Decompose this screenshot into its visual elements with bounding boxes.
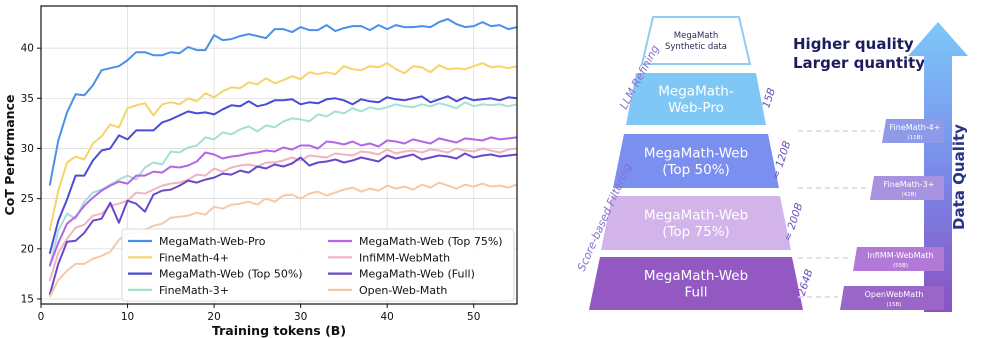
reference-dataset-name: InfiMM-WebMath: [867, 251, 933, 260]
reference-dataset-name: OpenWebMath: [865, 290, 924, 299]
legend-entry: FineMath-3+: [159, 284, 229, 297]
reference-dataset-box: [840, 286, 944, 310]
reference-datasets: FineMath-4+ (11B) FineMath-3+ (42B) InfiMM-W…: [798, 119, 944, 310]
headline-quantity: Larger quantity: [793, 54, 925, 72]
pyramid-level-4: [589, 257, 803, 310]
reference-dataset-size: (42B): [901, 192, 916, 198]
pyramid-level-label: MegaMath-Web: [644, 207, 748, 223]
reference-dataset-box: [870, 176, 944, 200]
x-tick-label: 50: [467, 311, 480, 323]
reference-dataset-size: (11B): [907, 135, 922, 141]
plot-frame: [40, 5, 518, 305]
data-quality-arrow: Data Quality: [908, 22, 968, 312]
x-tick-label: 30: [294, 311, 307, 323]
series-line-1: [48, 62, 518, 232]
pyramid-size-label: ≈ 120B: [770, 139, 794, 180]
pyramid-level-label: Synthetic data: [665, 42, 727, 52]
y-tick-label: 40: [21, 43, 34, 55]
reference-dataset-name: FineMath-3+: [884, 180, 935, 189]
pyramid-level-label: Full: [684, 285, 707, 301]
series-line-2: [48, 95, 518, 255]
pyramid-level-2: [613, 134, 779, 188]
pyramid-level-label: (Top 50%): [662, 162, 730, 178]
legend-box: [121, 228, 515, 302]
pyramid-level-0: [640, 16, 752, 65]
y-tick-label: 15: [21, 293, 34, 305]
pyramid-size-label: 15B: [760, 86, 778, 109]
x-axis-label: Training tokens (B): [212, 323, 346, 338]
series-line-6: [48, 152, 518, 296]
chart-series: [48, 18, 518, 298]
legend-entry: MegaMath-Web (Top 50%): [159, 268, 303, 281]
chart-legend: MegaMath-Web-Pro FineMath-4+ MegaMath-Web …: [121, 228, 515, 302]
reference-dataset-box: [882, 119, 944, 143]
x-tick-label: 0: [38, 311, 45, 323]
line-chart: 0 10 20 30 40 50 15 20 25 30 35 40 Training tokens …: [2, 5, 518, 338]
pyramid-level-label: (Top 75%): [662, 224, 730, 240]
y-tick-label: 35: [21, 93, 34, 105]
axis-ticks: 0 10 20 30 40 50 15 20 25 30 35 40: [21, 43, 481, 323]
pyramid-level-label: MegaMath: [674, 31, 718, 41]
pyramid-level-1: [626, 73, 766, 125]
series-line-3: [48, 101, 518, 268]
y-tick-label: 20: [21, 243, 34, 255]
legend-entry: InfiMM-WebMath: [359, 251, 450, 264]
pyramid-level-label: MegaMath-: [658, 83, 734, 99]
pyramid-size-label: 264B: [796, 268, 816, 298]
reference-dataset-size: (55B): [893, 263, 908, 269]
series-line-4: [48, 136, 518, 267]
legend-entry: MegaMath-Web-Pro: [159, 235, 266, 248]
x-tick-label: 40: [380, 311, 393, 323]
x-tick-label: 20: [207, 311, 220, 323]
pyramid-level-label: MegaMath-Web: [644, 145, 748, 161]
arrow-shape: [908, 22, 968, 312]
y-tick-label: 25: [21, 193, 34, 205]
pyramid-level-3: [601, 196, 791, 250]
y-tick-label: 30: [21, 143, 34, 155]
reference-dataset-size: (15B): [886, 302, 901, 308]
reference-dataset-box: [853, 247, 944, 271]
legend-entry: Open-Web-Math: [359, 284, 447, 297]
legend-entry: MegaMath-Web (Top 75%): [359, 235, 503, 248]
x-tick-label: 10: [121, 311, 134, 323]
pyramid-level-label: MegaMath-Web: [644, 268, 748, 284]
data-quality-label: Data Quality: [950, 124, 968, 230]
pyramid-size-label: ≈ 200B: [782, 201, 806, 242]
legend-entry: FineMath-4+: [159, 251, 229, 264]
legend-entry: MegaMath-Web (Full): [359, 268, 475, 281]
series-line-0: [48, 18, 518, 186]
headline-quality: Higher quality: [793, 35, 914, 53]
y-axis-label: CoT Performance: [2, 95, 17, 216]
reference-dataset-name: FineMath-4+: [890, 123, 941, 132]
pyramid-level-label: Web-Pro: [668, 100, 724, 116]
